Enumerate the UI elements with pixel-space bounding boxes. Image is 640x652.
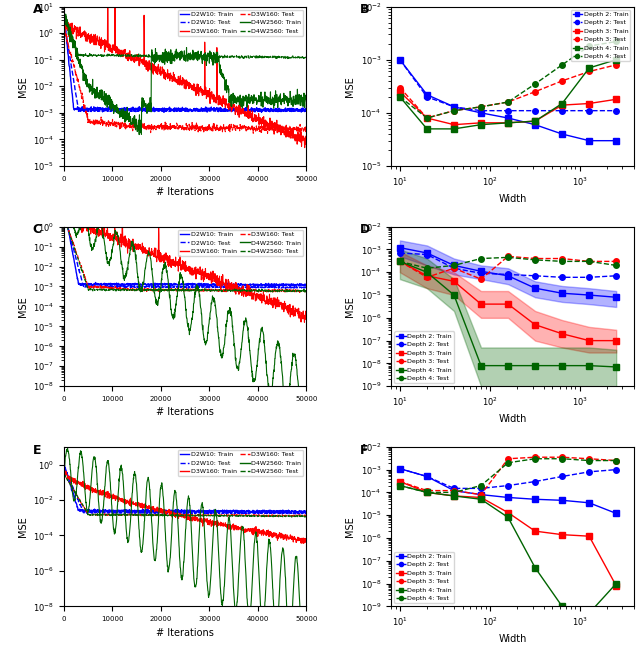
Text: C: C bbox=[33, 224, 42, 237]
Legend: Depth 2: Train, Depth 2: Test, Depth 3: Train, Depth 3: Test, Depth 4: Train, De: Depth 2: Train, Depth 2: Test, Depth 3: … bbox=[394, 552, 454, 603]
Y-axis label: MSE: MSE bbox=[18, 76, 28, 96]
X-axis label: Width: Width bbox=[498, 414, 527, 424]
Legend: D2W10: Train, D2W10: Test, D3W160: Train, D3W160: Test, D4W2560: Train, D4W2560:: D2W10: Train, D2W10: Test, D3W160: Train… bbox=[178, 10, 303, 36]
Y-axis label: MSE: MSE bbox=[345, 516, 355, 537]
X-axis label: Width: Width bbox=[498, 194, 527, 203]
Text: F: F bbox=[360, 443, 368, 456]
Text: D: D bbox=[360, 224, 370, 237]
X-axis label: Width: Width bbox=[498, 634, 527, 644]
Legend: Depth 2: Train, Depth 2: Test, Depth 3: Train, Depth 3: Test, Depth 4: Train, De: Depth 2: Train, Depth 2: Test, Depth 3: … bbox=[571, 10, 630, 61]
X-axis label: # Iterations: # Iterations bbox=[156, 628, 214, 638]
X-axis label: # Iterations: # Iterations bbox=[156, 408, 214, 417]
X-axis label: # Iterations: # Iterations bbox=[156, 187, 214, 198]
Text: E: E bbox=[33, 443, 41, 456]
Text: A: A bbox=[33, 3, 42, 16]
Y-axis label: MSE: MSE bbox=[345, 76, 355, 96]
Legend: Depth 2: Train, Depth 2: Test, Depth 3: Train, Depth 3: Test, Depth 4: Train, De: Depth 2: Train, Depth 2: Test, Depth 3: … bbox=[394, 331, 454, 383]
Legend: D2W10: Train, D2W10: Test, D3W160: Train, D3W160: Test, D4W2560: Train, D4W2560:: D2W10: Train, D2W10: Test, D3W160: Train… bbox=[178, 450, 303, 476]
Legend: D2W10: Train, D2W10: Test, D3W160: Train, D3W160: Test, D4W2560: Train, D4W2560:: D2W10: Train, D2W10: Test, D3W160: Train… bbox=[178, 230, 303, 256]
Text: B: B bbox=[360, 3, 369, 16]
Y-axis label: MSE: MSE bbox=[345, 296, 355, 317]
Y-axis label: MSE: MSE bbox=[18, 296, 28, 317]
Y-axis label: MSE: MSE bbox=[18, 516, 28, 537]
